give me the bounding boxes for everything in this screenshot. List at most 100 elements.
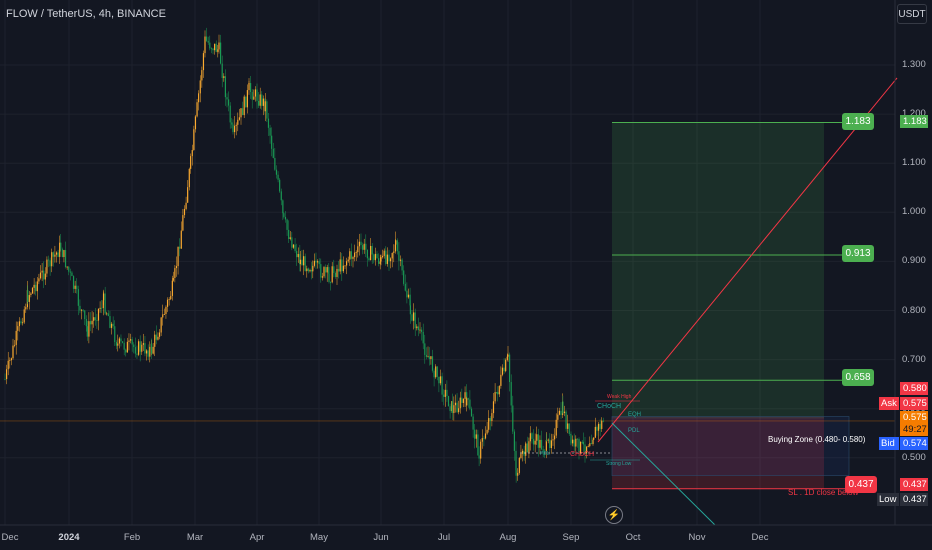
candle-body [470,408,473,417]
candle-body [424,343,426,355]
symbol-title[interactable]: FLOW / TetherUS, 4h, BINANCE [6,8,166,20]
candle-body [128,340,130,342]
candle-body [115,341,117,346]
candle-body [137,341,140,355]
candle-body [320,264,322,278]
candle-body [398,251,400,261]
candle-body [163,313,165,315]
candle-body [242,108,244,116]
candle-body [544,450,546,452]
pdl-label-a: PDL [540,451,550,457]
candle-body [512,405,514,432]
candle-body [51,252,53,267]
candle-body [180,230,182,249]
candle-body [344,265,346,267]
candle-body [228,99,230,106]
candle-body [136,353,138,355]
candle-body [166,299,169,307]
candle-body [297,254,299,258]
candle-body [546,440,548,441]
candle-body [102,300,104,309]
candle-body [447,396,450,407]
countdown-tag: 49:27 [900,423,928,436]
low-label: Low [877,493,899,506]
candle-body [394,244,396,252]
candle-body [207,40,209,43]
candle-body [82,309,84,311]
candle-body [114,326,116,342]
candle-body [217,49,219,52]
candle-body [586,446,588,454]
candle-body [435,366,437,378]
candle-body [215,43,217,52]
candle-body [262,98,264,106]
candle-body [93,317,95,321]
candle-body [554,435,556,440]
candle-body [401,259,403,271]
ask-label: Ask [879,397,899,410]
candle-body [370,245,372,261]
candle-body [321,276,323,278]
candle-body [154,334,156,347]
candle-body [342,265,344,272]
candle-body [277,174,279,180]
target-3-label[interactable]: 0.658 [842,369,874,386]
candle-body [509,354,511,383]
candle-body [492,401,495,414]
candle-body [121,341,124,343]
candle-body [520,453,522,459]
target-1-label[interactable]: 1.183 [842,113,874,130]
candle-body [66,266,68,268]
candle-body [431,356,434,371]
candle-body [142,343,144,345]
candle-body [464,392,466,399]
stop-loss-label[interactable]: 0.437 [845,476,877,493]
time-tick-label: Mar [186,532,204,543]
candle-body [54,254,56,257]
candle-body [256,89,258,101]
candle-body [240,108,242,118]
candle-body [409,305,411,315]
candle-body [575,438,577,447]
pdl-label-b: PDL [628,428,640,434]
lightning-icon[interactable]: ⚡ [605,506,623,524]
candle-body [484,433,487,439]
candle-body [33,284,35,288]
candle-body [539,439,541,448]
candle-body [118,338,120,344]
candle-body [149,346,151,357]
candle-body [196,102,198,117]
candle-body [36,281,38,292]
candle-body [232,124,234,133]
stop-loss-note: SL . 1D close below [788,488,859,497]
target-2-label[interactable]: 0.913 [842,245,874,262]
candle-body [147,350,149,357]
candle-body [396,240,398,252]
candle-body [480,441,482,459]
candle-body [312,265,314,272]
candle-body [71,272,73,277]
candle-body [545,440,547,451]
candle-body [245,96,247,108]
candle-body [238,117,240,120]
candle-body [542,449,544,451]
candle-body [84,310,86,319]
candle-body [510,382,512,406]
candle-body [526,443,528,453]
candle-body [185,202,187,209]
candle-body [518,458,520,473]
price-tick-label: 1.300 [902,59,926,70]
candle-body [422,331,424,344]
candle-body [427,356,429,358]
candle-body [550,440,553,449]
candle-body [210,48,212,50]
candle-body [395,240,397,245]
candle-body [336,268,338,277]
candle-body [168,299,170,300]
candle-body [22,322,24,324]
candle-body [4,379,6,380]
candle-body [157,336,159,340]
currency-button[interactable]: USDT [897,4,927,24]
candle-body [306,268,308,272]
